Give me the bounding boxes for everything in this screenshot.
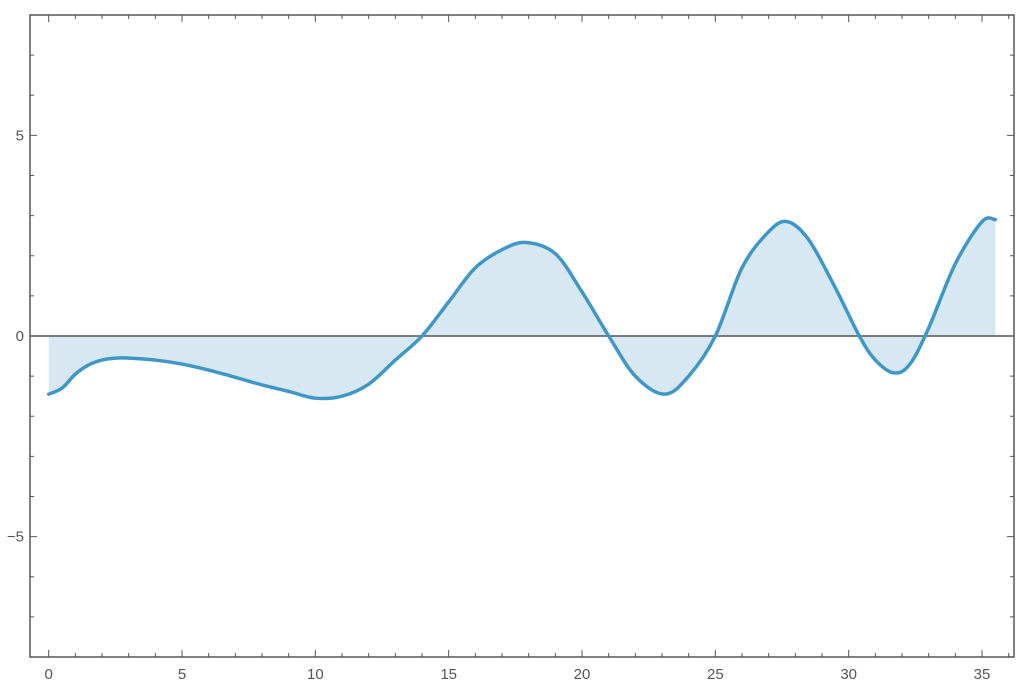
x-tick-label: 20 xyxy=(574,666,591,683)
x-tick-label: 35 xyxy=(974,666,991,683)
x-tick-label: 25 xyxy=(707,666,724,683)
area-fill xyxy=(48,217,996,399)
series-line xyxy=(46,216,998,401)
x-tick-label: 5 xyxy=(178,666,186,683)
plot-frame xyxy=(29,14,1015,658)
y-tick-label: 0 xyxy=(16,328,24,345)
y-tick-label: −5 xyxy=(7,529,24,546)
y-tick-label: 5 xyxy=(16,127,24,144)
plot-layer xyxy=(30,216,1014,401)
x-tick-label: 15 xyxy=(440,666,457,683)
x-tick-label: 30 xyxy=(840,666,857,683)
x-tick-label: 0 xyxy=(44,666,52,683)
x-tick-label: 10 xyxy=(307,666,324,683)
